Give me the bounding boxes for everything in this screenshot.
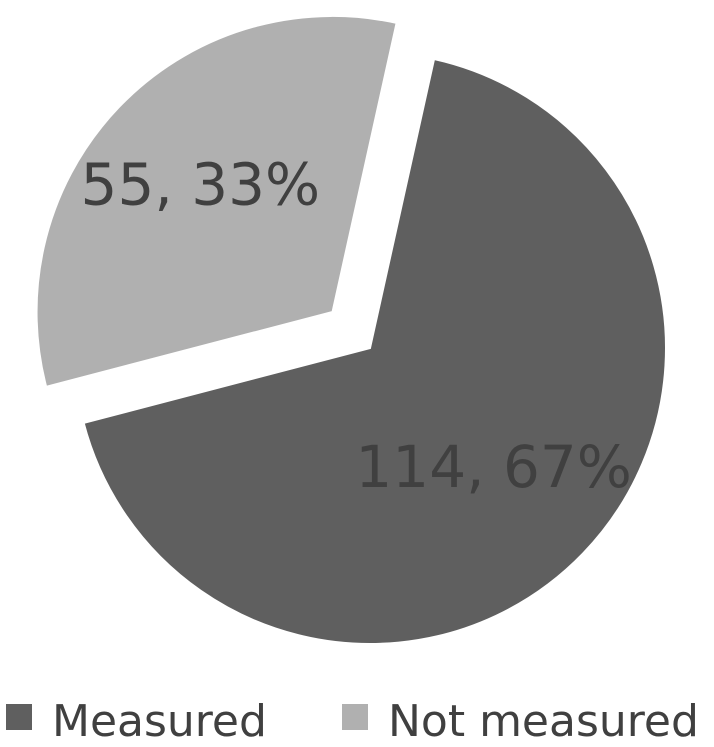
data-label-measured: 114, 67%	[355, 433, 632, 501]
pie-slice-not-measured	[35, 14, 398, 389]
legend-swatch-not-measured	[342, 704, 368, 730]
data-label-not-measured: 55, 33%	[81, 151, 321, 219]
pie-slices	[35, 14, 667, 645]
legend-swatch-measured	[6, 704, 32, 730]
legend: Measured Not measured	[6, 696, 699, 747]
pie-data-labels: 114, 67% 55, 33%	[81, 151, 632, 501]
pie-slice-measured	[82, 57, 667, 645]
legend-label-not-measured: Not measured	[388, 696, 699, 747]
legend-label-measured: Measured	[52, 696, 267, 747]
